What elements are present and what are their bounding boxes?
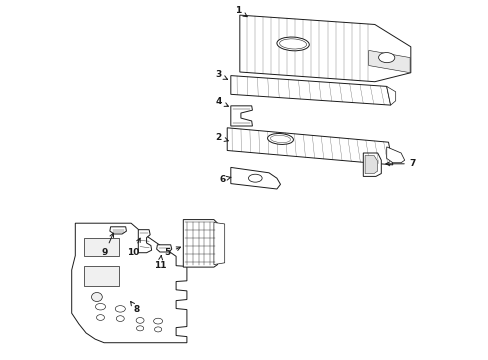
Ellipse shape — [248, 174, 262, 182]
Polygon shape — [368, 50, 409, 73]
Polygon shape — [239, 15, 410, 82]
Text: 7: 7 — [385, 159, 415, 168]
Polygon shape — [213, 222, 224, 265]
Polygon shape — [227, 128, 392, 165]
Ellipse shape — [116, 316, 124, 321]
Ellipse shape — [96, 315, 104, 320]
Ellipse shape — [154, 327, 162, 332]
Ellipse shape — [378, 53, 394, 63]
Polygon shape — [138, 230, 151, 253]
Ellipse shape — [115, 306, 125, 312]
Polygon shape — [84, 266, 118, 286]
Text: 10: 10 — [126, 238, 140, 257]
Polygon shape — [72, 223, 186, 343]
Text: 4: 4 — [215, 97, 228, 106]
Text: 5: 5 — [164, 247, 180, 257]
Polygon shape — [183, 220, 217, 267]
Ellipse shape — [136, 318, 144, 323]
Polygon shape — [230, 167, 280, 189]
Text: 2: 2 — [215, 133, 228, 142]
Text: 1: 1 — [235, 6, 247, 17]
Polygon shape — [156, 245, 171, 252]
Polygon shape — [365, 156, 377, 174]
Polygon shape — [363, 153, 381, 176]
Polygon shape — [386, 147, 404, 163]
Text: 6: 6 — [219, 175, 230, 184]
Polygon shape — [386, 86, 395, 105]
Ellipse shape — [91, 292, 102, 302]
Text: 9: 9 — [102, 233, 113, 257]
Polygon shape — [84, 238, 118, 256]
Ellipse shape — [276, 37, 308, 51]
Polygon shape — [230, 76, 390, 105]
Text: 3: 3 — [215, 71, 227, 80]
Ellipse shape — [267, 134, 293, 144]
Ellipse shape — [136, 326, 143, 331]
Ellipse shape — [153, 318, 163, 324]
Text: 11: 11 — [153, 256, 166, 270]
Ellipse shape — [95, 303, 105, 310]
Polygon shape — [230, 106, 252, 126]
Text: 8: 8 — [130, 301, 140, 314]
Polygon shape — [110, 227, 126, 234]
